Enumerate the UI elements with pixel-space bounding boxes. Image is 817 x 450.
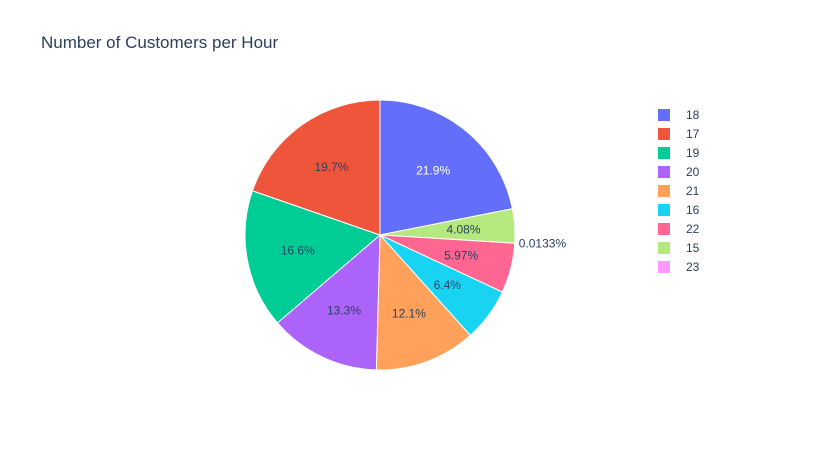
- slice-label-23: 0.0133%: [519, 236, 567, 250]
- legend-item-20[interactable]: 20: [658, 162, 699, 181]
- slice-label-21: 12.1%: [392, 307, 426, 321]
- legend-swatch: [658, 260, 670, 273]
- legend-item-16[interactable]: 16: [658, 200, 699, 219]
- legend-item-17[interactable]: 17: [658, 124, 699, 143]
- legend-swatch: [658, 184, 670, 197]
- legend-item-18[interactable]: 18: [658, 105, 699, 124]
- legend-swatch: [658, 127, 670, 140]
- legend-label: 16: [686, 202, 700, 217]
- legend-swatch: [658, 222, 670, 235]
- legend-item-22[interactable]: 22: [658, 219, 699, 238]
- legend-label: 21: [686, 183, 700, 198]
- slice-label-19: 16.6%: [281, 244, 315, 258]
- pie-slice-17[interactable]: [251, 99, 381, 236]
- legend-label: 22: [686, 221, 700, 236]
- slice-label-22: 5.97%: [444, 249, 478, 263]
- legend-label: 15: [686, 240, 700, 255]
- legend-label: 23: [686, 259, 700, 274]
- slice-label-16: 6.4%: [434, 278, 462, 292]
- legend-swatch: [658, 241, 670, 254]
- legend: 18 17 19 20 21 16 22 15 23: [658, 105, 699, 276]
- legend-swatch: [658, 108, 670, 121]
- legend-item-23[interactable]: 23: [658, 257, 699, 276]
- legend-swatch: [658, 146, 670, 159]
- pie-slice-18[interactable]: [379, 99, 514, 236]
- legend-label: 20: [686, 164, 700, 179]
- legend-item-19[interactable]: 19: [658, 143, 699, 162]
- slice-label-17: 19.7%: [314, 160, 348, 174]
- pie-slice-20[interactable]: [276, 233, 381, 371]
- slice-label-20: 13.3%: [327, 304, 361, 318]
- pie-slices: [244, 99, 516, 371]
- legend-label: 17: [686, 126, 700, 141]
- pie-slice-21[interactable]: [375, 233, 472, 371]
- legend-item-15[interactable]: 15: [658, 238, 699, 257]
- legend-swatch: [658, 203, 670, 216]
- slice-label-15: 4.08%: [446, 222, 480, 236]
- legend-label: 18: [686, 107, 700, 122]
- pie-slice-labels: 21.9% 4.08% 0.0133% 5.97% 6.4% 12.1% 13.3% 16.6…: [281, 160, 567, 321]
- legend-item-21[interactable]: 21: [658, 181, 699, 200]
- legend-swatch: [658, 165, 670, 178]
- slice-label-18: 21.9%: [416, 163, 450, 177]
- chart-title: Number of Customers per Hour: [41, 33, 279, 52]
- legend-label: 19: [686, 145, 700, 160]
